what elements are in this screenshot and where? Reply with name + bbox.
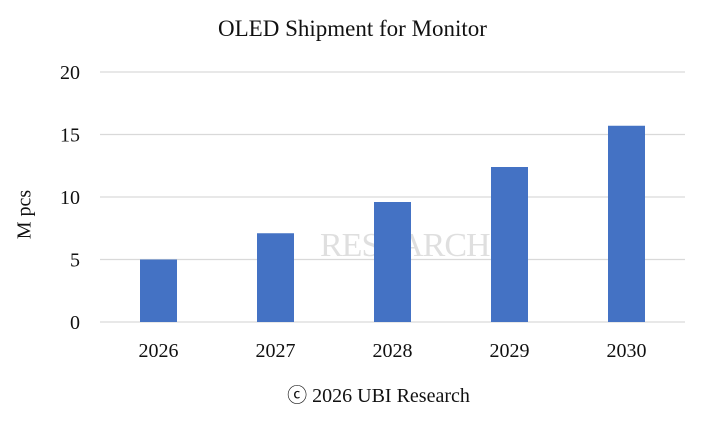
x-tick-label: 2027 xyxy=(256,340,296,362)
x-tick-label: 2026 xyxy=(139,340,179,362)
bar-2030 xyxy=(608,125,645,322)
x-tick-label: 2029 xyxy=(490,340,530,362)
y-tick-label: 15 xyxy=(60,125,80,147)
y-tick-label: 5 xyxy=(70,250,80,272)
bar-2029 xyxy=(491,167,528,322)
bar-2028 xyxy=(374,202,411,322)
bar-2026 xyxy=(140,259,177,322)
chart-title: OLED Shipment for Monitor xyxy=(218,16,487,41)
y-tick-label: 0 xyxy=(70,312,80,334)
y-tick-label: 20 xyxy=(60,62,80,84)
x-tick-label: 2028 xyxy=(373,340,413,362)
y-tick-label: 10 xyxy=(60,187,80,209)
bar-2027 xyxy=(257,233,294,322)
copyright-text: ⓒ 2026 UBI Research xyxy=(287,385,470,407)
x-tick-label: 2030 xyxy=(607,340,647,362)
